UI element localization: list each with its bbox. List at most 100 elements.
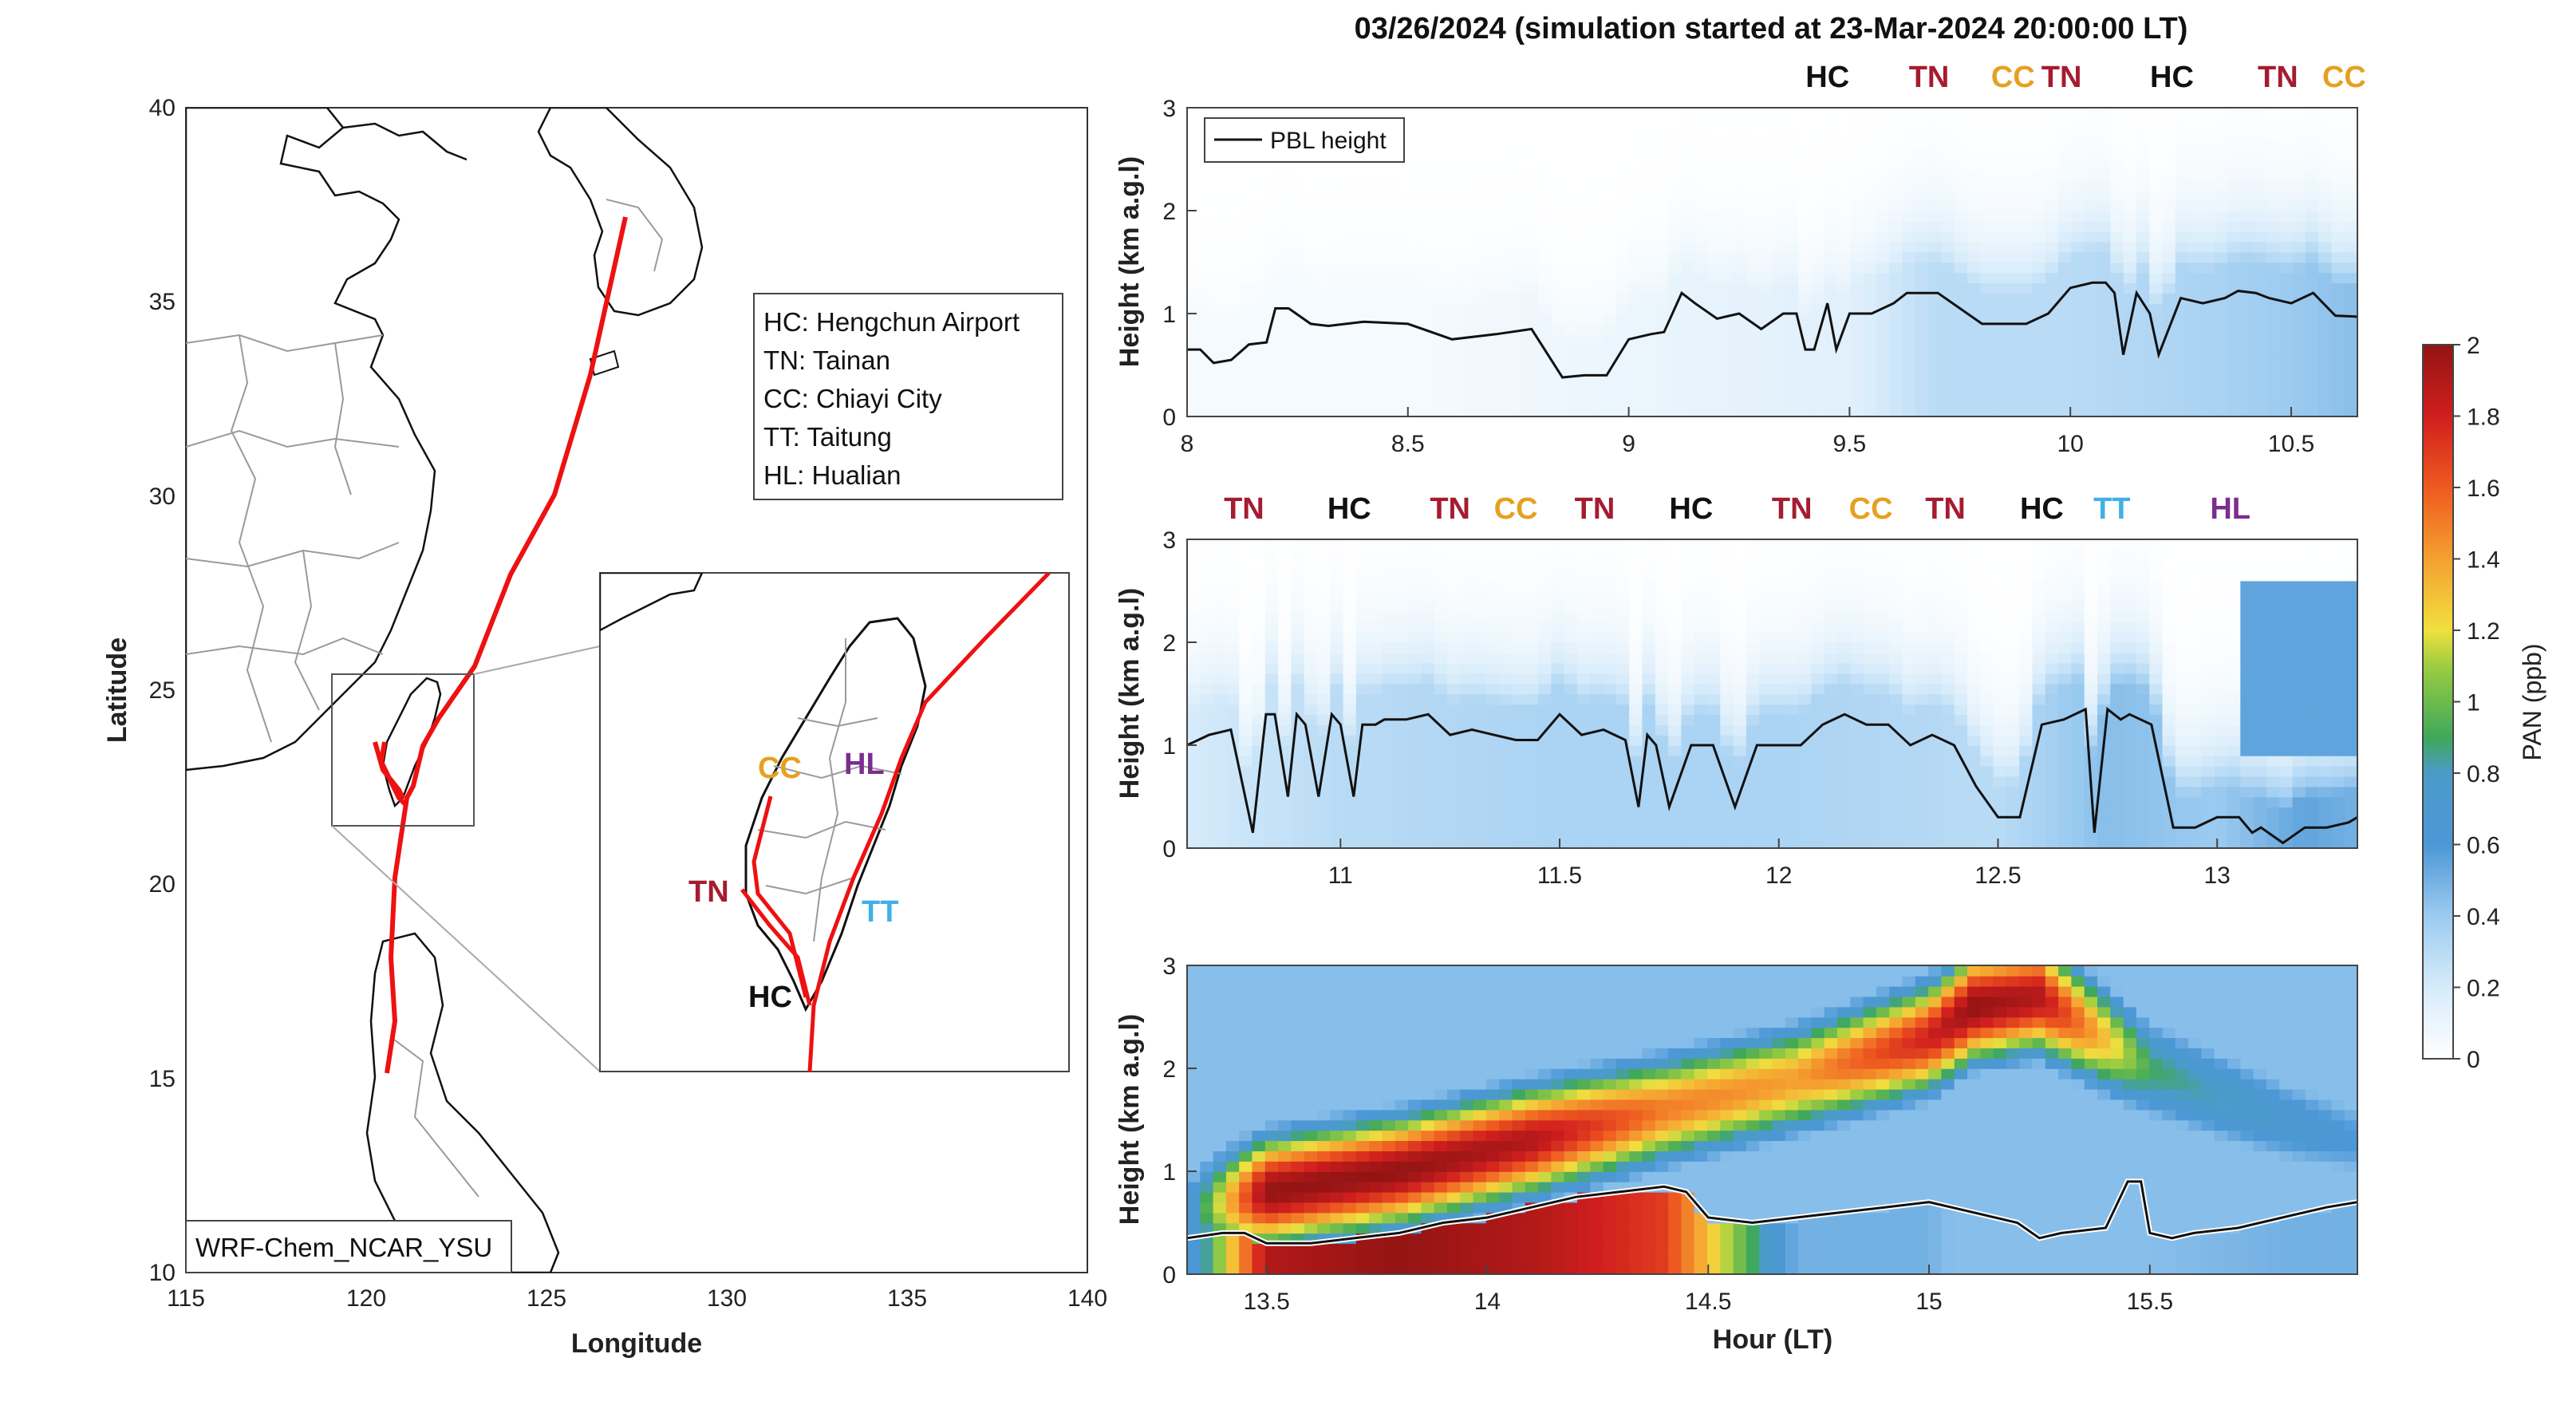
pan-cell xyxy=(1252,539,1266,551)
pan-cell xyxy=(1720,662,1734,674)
pan-cell xyxy=(1538,138,1552,150)
pan-cell xyxy=(1355,590,1370,602)
pan-cell xyxy=(2032,354,2046,366)
pan-cell xyxy=(2188,272,2203,284)
pan-cell xyxy=(1915,138,1929,150)
pan-cell xyxy=(1264,385,1279,397)
pan-cell xyxy=(1525,272,1539,284)
pan-cell xyxy=(1980,683,1994,695)
pan-cell xyxy=(1252,323,1266,335)
pan-cell xyxy=(1785,735,1799,746)
pan-cell xyxy=(1291,693,1305,705)
pan-cell xyxy=(1733,169,1747,181)
pan-cell xyxy=(1772,724,1786,736)
pan-cell xyxy=(1837,148,1852,160)
pan-cell xyxy=(1512,827,1526,839)
pan-cell xyxy=(1681,735,1695,746)
pan-cell xyxy=(1278,570,1292,582)
pan-cell xyxy=(1785,590,1799,602)
pan-cell xyxy=(1954,714,1968,725)
pan-cell xyxy=(1343,590,1357,602)
pan-cell xyxy=(1551,622,1565,633)
pan-cell xyxy=(1590,231,1604,243)
pan-cell xyxy=(1694,786,1708,798)
pan-cell xyxy=(1485,539,1500,551)
pan-cell xyxy=(2331,108,2345,119)
pan-cell xyxy=(1876,632,1890,643)
pan-cell xyxy=(1915,314,1929,325)
pan-cell xyxy=(1615,128,1630,140)
pan-cell xyxy=(2110,570,2124,582)
pan-cell xyxy=(2279,220,2294,232)
pan-cell xyxy=(2292,200,2306,211)
pan-cell xyxy=(1382,765,1396,777)
pan-cell xyxy=(1187,190,1201,201)
pan-cell xyxy=(1889,354,1903,366)
pan-cell xyxy=(1941,159,1955,171)
pan-cell xyxy=(1837,354,1852,366)
pan-cell xyxy=(1434,590,1448,602)
pan-cell xyxy=(1603,334,1617,345)
pan-cell xyxy=(2266,211,2280,222)
pan-cell xyxy=(1525,190,1539,201)
pan-cell xyxy=(1485,642,1500,653)
pan-cell xyxy=(1525,406,1539,416)
pan-cell xyxy=(1512,652,1526,664)
pan-cell xyxy=(1485,282,1500,294)
pan-cell xyxy=(2084,190,2098,201)
pan-cell xyxy=(1538,323,1552,335)
pan-cell xyxy=(1746,559,1760,571)
pan-cell xyxy=(2058,673,2073,685)
pan-cell xyxy=(1954,262,1968,274)
pan-cell xyxy=(1759,128,1773,140)
pan-cell xyxy=(1980,765,1994,777)
pan-cell xyxy=(1473,662,1487,674)
pan-cell xyxy=(1876,693,1890,705)
pan-cell xyxy=(1889,632,1903,643)
pan-cell xyxy=(1850,776,1864,787)
pan-cell xyxy=(1993,662,2007,674)
pan-cell xyxy=(1525,231,1539,243)
pan-cell xyxy=(2097,817,2112,828)
pan-cell xyxy=(1928,662,1943,674)
pan-cell xyxy=(1863,570,1877,582)
pan-cell xyxy=(1668,323,1682,335)
pan-cell xyxy=(1837,190,1852,201)
pan-cell xyxy=(1343,365,1357,377)
pan-cell xyxy=(2045,755,2059,767)
pan-cell xyxy=(1941,117,1955,129)
x-tick-label: 10.5 xyxy=(2268,431,2314,457)
pan-cell xyxy=(2084,406,2098,416)
pan-cell xyxy=(2214,385,2228,397)
pan-cell xyxy=(1642,796,1656,808)
pan-cell xyxy=(2136,838,2150,848)
pan-cell xyxy=(1434,662,1448,674)
pan-cell xyxy=(1733,117,1747,129)
pan-cell xyxy=(1291,642,1305,653)
pan-cell xyxy=(1902,838,1916,848)
pan-cell xyxy=(1330,693,1344,705)
pan-cell xyxy=(1213,714,1227,725)
pan-cell xyxy=(1395,220,1409,232)
site-label-tn: TN xyxy=(1909,61,1950,94)
pan-cell xyxy=(1382,385,1396,397)
pan-cell xyxy=(1304,807,1318,819)
pan-cell xyxy=(1187,796,1201,808)
pan-cell xyxy=(1291,251,1305,263)
pan-cell xyxy=(2032,128,2046,140)
pan-cell xyxy=(1629,375,1643,387)
pan-cell xyxy=(2045,190,2059,201)
inset-label-hc: HC xyxy=(748,981,792,1014)
pan-cell xyxy=(1460,128,1474,140)
pan-cell xyxy=(1473,354,1487,366)
pan-cell xyxy=(1213,396,1227,407)
pan-cell xyxy=(1746,241,1760,253)
pan-cell xyxy=(2214,282,2228,294)
pan-cell xyxy=(2162,190,2176,201)
pan-cell xyxy=(1681,344,1695,356)
pan-cell xyxy=(1473,776,1487,787)
pan-cell xyxy=(2006,570,2020,582)
pan-cell xyxy=(1902,724,1916,736)
pan-cell xyxy=(1252,406,1266,416)
pan-cell xyxy=(1213,704,1227,716)
